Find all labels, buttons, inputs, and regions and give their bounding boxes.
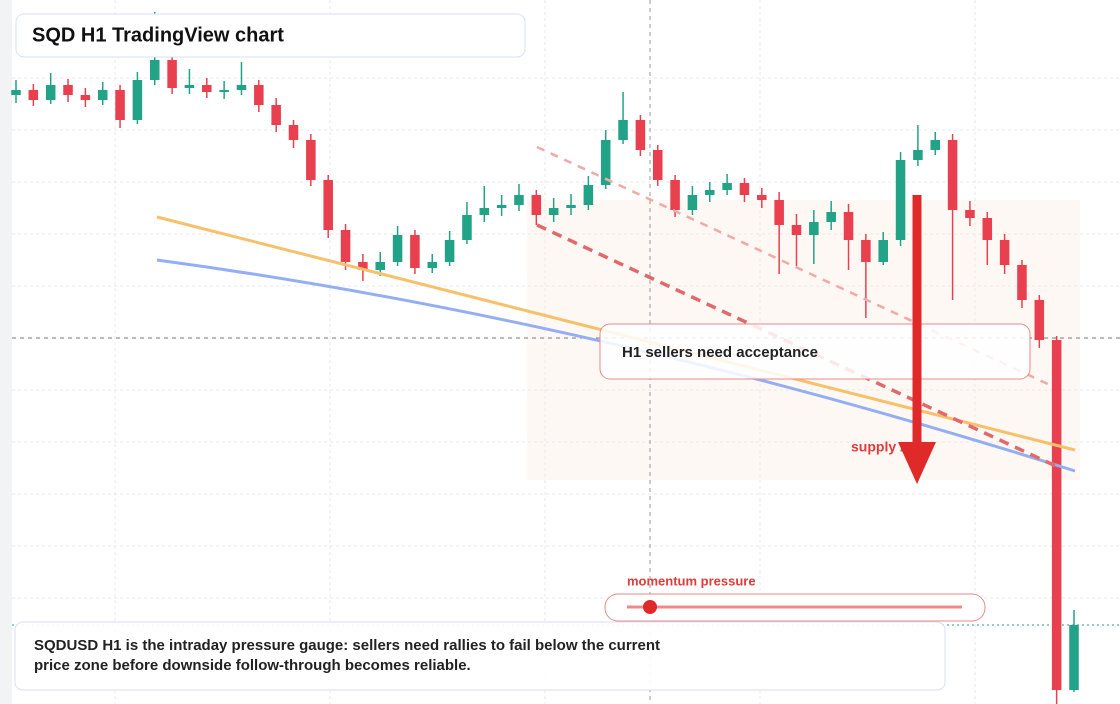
candle-body: [254, 85, 264, 105]
chart-title: SQD H1 TradingView chart: [32, 24, 284, 46]
candle-body: [306, 140, 316, 180]
candle-body: [167, 60, 177, 88]
candle-body: [462, 215, 472, 240]
candle-body: [80, 95, 91, 100]
candle-body: [895, 160, 906, 240]
candle-body: [184, 85, 195, 88]
candle-body: [878, 240, 888, 262]
candle-body: [132, 80, 143, 120]
candle-body: [1051, 340, 1062, 690]
candle-body: [809, 222, 819, 235]
candles: [11, 12, 1079, 704]
candle-body: [375, 262, 385, 270]
annotation: H1 sellers need acceptance: [622, 344, 818, 361]
candle-body: [323, 180, 333, 230]
candle-body: [531, 195, 542, 215]
candle-body: [427, 262, 438, 268]
candle-body: [652, 150, 663, 180]
candle-body: [930, 140, 941, 150]
candle-body: [913, 150, 923, 160]
gauge-label: momentum pressure: [627, 573, 756, 588]
candle-body: [496, 205, 507, 208]
candle-body: [202, 85, 212, 92]
candle-body: [999, 240, 1010, 265]
candle-body: [479, 208, 490, 215]
candle-body: [791, 225, 802, 235]
candle-body: [219, 90, 229, 92]
candle-body: [410, 235, 420, 268]
candle-body: [774, 200, 784, 225]
candle-body: [45, 85, 56, 100]
candle-body: [722, 183, 732, 190]
candle-body: [843, 212, 854, 240]
candle-body: [739, 183, 750, 195]
candle-body: [149, 60, 160, 80]
candle-body: [236, 85, 247, 90]
candle-body: [1017, 265, 1027, 300]
candle-body: [635, 120, 646, 150]
candle-body: [358, 262, 368, 270]
candle-body: [670, 180, 680, 210]
candle-body: [11, 90, 21, 95]
candle-body: [1069, 625, 1079, 690]
caption-box: [14, 621, 946, 691]
candle-body: [271, 105, 281, 125]
candle-body: [826, 212, 836, 222]
left-rail: [0, 0, 12, 704]
candle-body: [583, 185, 594, 205]
candle-body: [757, 195, 767, 200]
annotation-box: [599, 323, 1031, 380]
caption-holder: SQDUSD H1 is the intraday pressure gauge…: [34, 637, 661, 674]
candle-body: [548, 208, 559, 215]
candle-body: [618, 120, 628, 140]
candle-body: [288, 125, 299, 140]
candle-body: [97, 90, 108, 100]
gauge-knob: [643, 600, 657, 614]
candle-body: [687, 195, 698, 210]
candle-body: [63, 85, 73, 95]
candle-body: [947, 140, 958, 210]
title-box: [15, 13, 526, 58]
candle-body: [340, 230, 351, 262]
candle-body: [1034, 300, 1045, 340]
candle-body: [28, 90, 39, 100]
dashed-channel: [536, 223, 1061, 470]
candle-body: [982, 218, 993, 240]
candle-body: [392, 235, 403, 262]
candle-body: [566, 205, 576, 208]
candle-body: [115, 90, 125, 120]
candle-body: [600, 140, 611, 185]
candle-body: [514, 195, 524, 205]
arrow-head: [898, 442, 936, 484]
candle-body: [965, 210, 975, 218]
candle-body: [861, 240, 871, 262]
candle-body: [444, 240, 455, 262]
caption: SQDUSD H1 is the intraday pressure gauge…: [34, 637, 661, 674]
candle-body: [705, 190, 715, 195]
grid: [12, 0, 1120, 704]
